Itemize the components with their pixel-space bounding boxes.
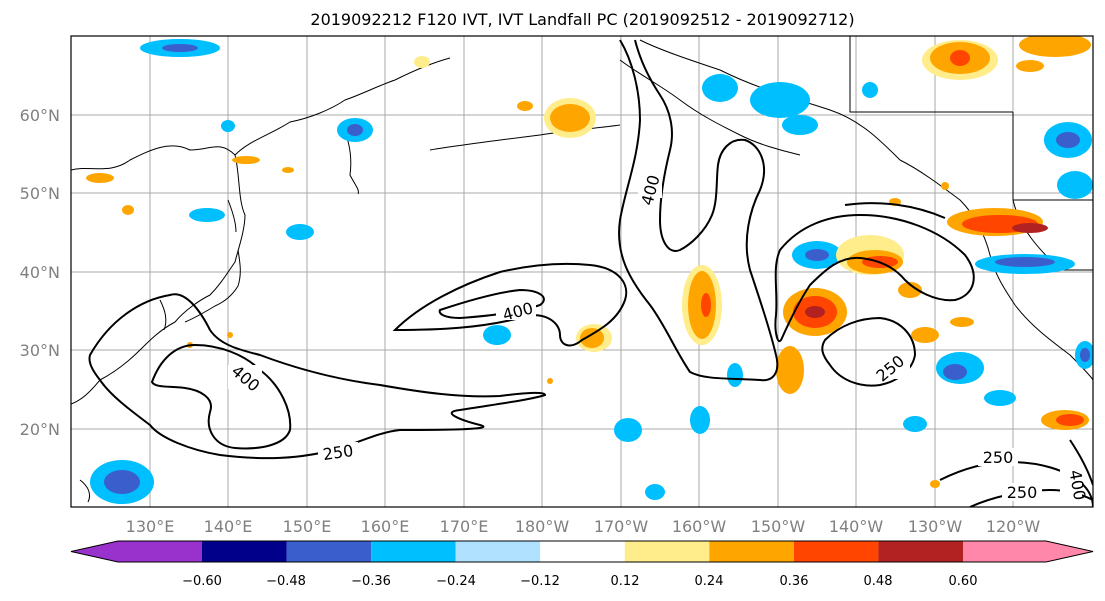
colorbar-segment-5 <box>540 541 625 562</box>
lon-label-130w: 130°W <box>908 517 963 536</box>
lon-label-150e: 150°E <box>283 517 332 536</box>
map-frame <box>70 35 1094 508</box>
colorbar-tick-5: −0.12 <box>520 574 560 589</box>
contour-label-250-c: 250 <box>983 448 1014 467</box>
lat-label-20: 20°N <box>20 420 60 439</box>
colorbar-outline <box>70 540 1094 563</box>
colorbar-segment-9 <box>878 541 963 562</box>
colorbar-tick-6: 0.12 <box>611 574 640 589</box>
colorbar-tick-8: 0.36 <box>780 574 809 589</box>
colorbar-segment-2 <box>286 541 372 562</box>
colorbar-segments <box>70 540 1094 563</box>
colorbar-segment-6 <box>624 541 710 562</box>
chart-title: 2019092212 F120 IVT, IVT Landfall PC (20… <box>310 10 855 29</box>
contour-label-250-a: 250 <box>322 441 355 464</box>
contour-label-250-d: 250 <box>1007 483 1038 502</box>
colorbar-tick-7: 0.24 <box>695 574 724 589</box>
lon-label-160e: 160°E <box>361 517 410 536</box>
colorbar-tick-2: −0.48 <box>266 574 306 589</box>
colorbar-segment-4 <box>455 541 541 562</box>
colorbar-tick-9: 0.48 <box>864 574 893 589</box>
lon-label-130e: 130°E <box>126 517 175 536</box>
colorbar-segment-3 <box>371 541 456 562</box>
lat-label-60: 60°N <box>20 106 60 125</box>
lon-label-120w: 120°W <box>986 517 1041 536</box>
lon-label-150w: 150°W <box>751 517 806 536</box>
lon-label-140e: 140°E <box>204 517 253 536</box>
lon-label-180w: 180°W <box>515 517 570 536</box>
colorbar-tick-3: −0.36 <box>351 574 391 589</box>
colorbar-segment-1 <box>202 541 287 562</box>
lon-label-160w: 160°W <box>672 517 727 536</box>
lat-label-30: 30°N <box>20 341 60 360</box>
colorbar-segment-10 <box>963 541 1093 562</box>
colorbar-segment-7 <box>709 541 794 562</box>
colorbar-segment-8 <box>793 541 879 562</box>
lat-label-50: 50°N <box>20 184 60 203</box>
positive-anomalies <box>86 36 1091 488</box>
colorbar-segment-0 <box>71 541 202 562</box>
colorbar-tick-10: 0.60 <box>949 574 978 589</box>
lon-label-170w: 170°W <box>594 517 649 536</box>
negative-anomalies <box>90 39 1093 504</box>
longitude-labels: 130°E 140°E 150°E 160°E 170°E 180°W 170°… <box>126 517 1041 536</box>
latitude-labels: 60°N 50°N 40°N 30°N 20°N <box>20 106 60 439</box>
colorbar-tick-labels: −0.60 −0.48 −0.36 −0.24 −0.12 0.12 0.24 … <box>182 574 977 589</box>
colorbar-tick-4: −0.24 <box>436 574 476 589</box>
lat-label-40: 40°N <box>20 263 60 282</box>
colorbar-tick-1: −0.60 <box>182 574 222 589</box>
lon-label-140w: 140°W <box>829 517 884 536</box>
lon-label-170e: 170°E <box>440 517 489 536</box>
colorbar: −0.60 −0.48 −0.36 −0.24 −0.12 0.12 0.24 … <box>70 540 1094 589</box>
